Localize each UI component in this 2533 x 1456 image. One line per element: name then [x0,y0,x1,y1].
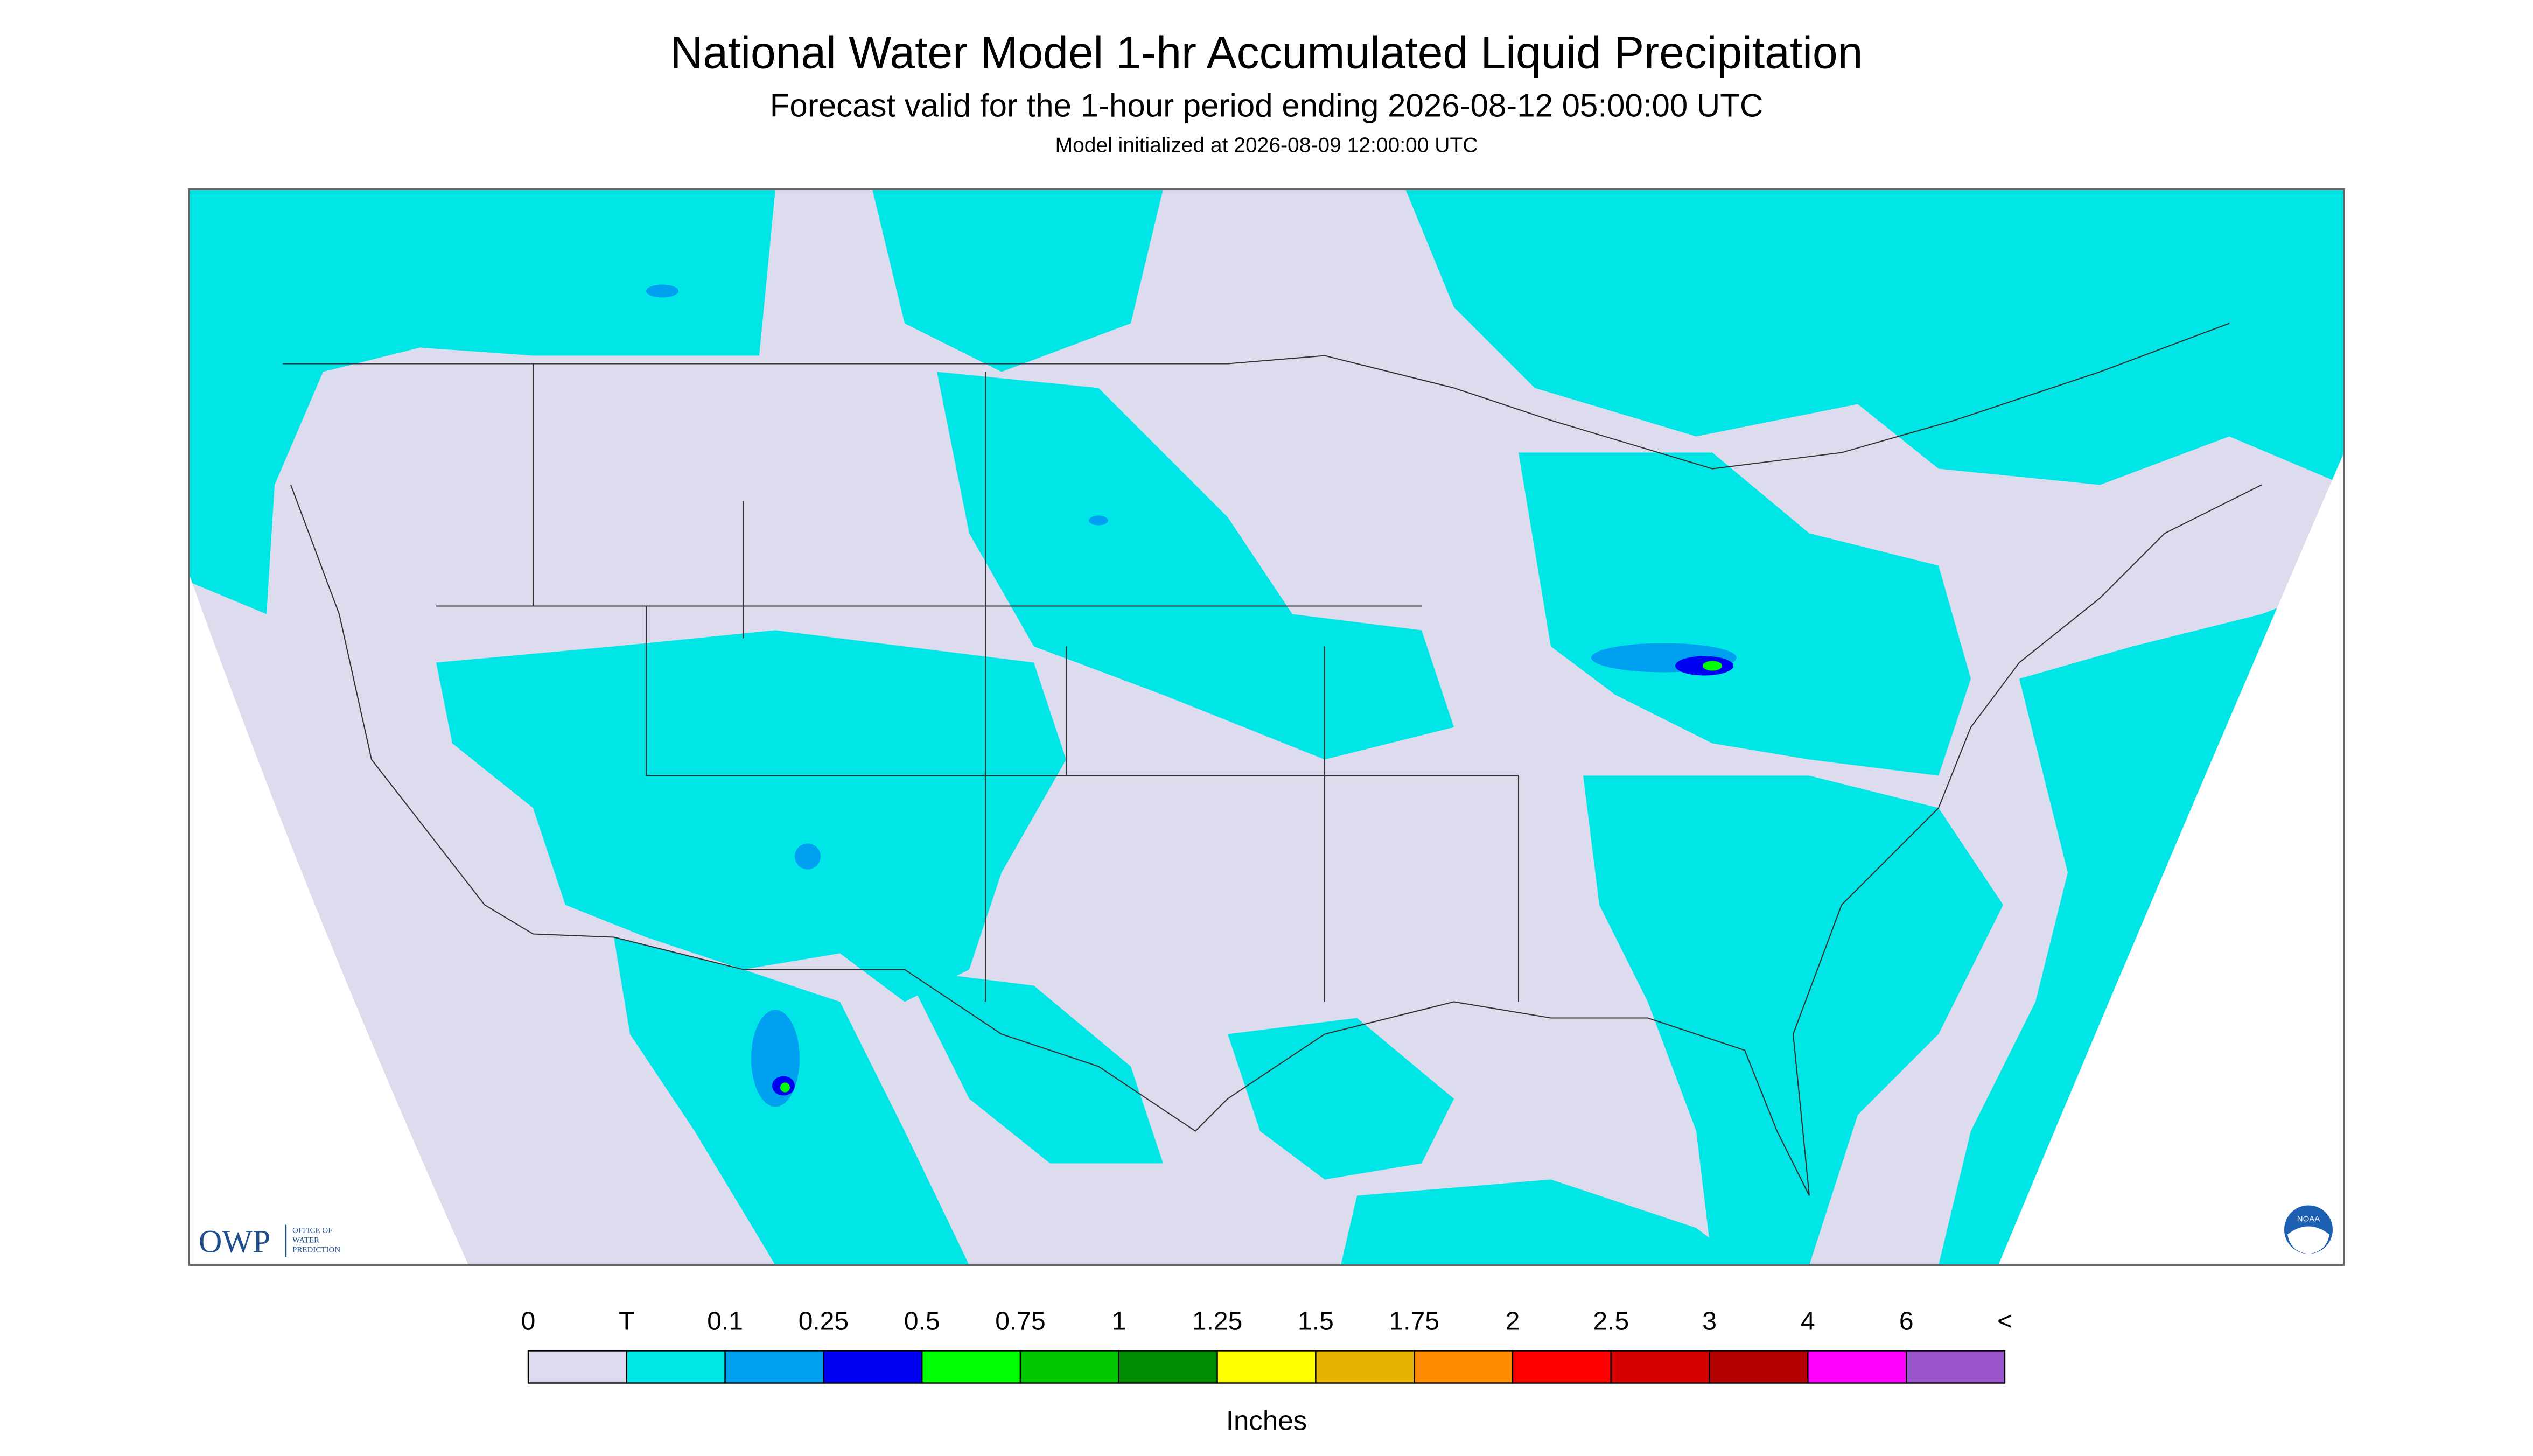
owp-name: WATER [292,1236,319,1245]
legend: 0 T 0.1 0.25 0.5 0.75 1 1.25 1.5 1.75 2 2.5 3 4 6 < [521,1307,2012,1384]
legend-label: < [1997,1307,2012,1336]
title: National Water Model 1-hr Accumulated Li… [670,27,1863,78]
legend-label: 0.1 [707,1307,743,1336]
legend-swatch [1414,1350,1514,1384]
legend-swatch [724,1350,824,1384]
boundaries [283,323,2262,1196]
legend-swatch [921,1350,1021,1384]
legend-swatch [1709,1350,1809,1384]
legend-label: 0.25 [799,1307,849,1336]
legend-swatch [1118,1350,1218,1384]
legend-label: 1.5 [1298,1307,1334,1336]
legend-swatch [1807,1350,1907,1384]
owp-name: PREDICTION [292,1246,340,1255]
legend-unit: Inches [1226,1405,1307,1436]
owp-name: OFFICE OF [292,1227,333,1235]
init-time: Model initialized at 2026-08-09 12:00:00… [1055,134,1478,157]
legend-swatch [1610,1350,1710,1384]
legend-label: 0 [521,1307,536,1336]
projection-edge-left [189,573,468,1265]
legend-swatch [626,1350,726,1384]
legend-label: 6 [1899,1307,1914,1336]
map: OWP OFFICE OF WATER PREDICTION NOAA [188,188,2345,1266]
legend-swatch [527,1350,628,1384]
legend-swatch [1019,1350,1120,1384]
legend-label: 1 [1111,1307,1126,1336]
legend-swatch [1216,1350,1317,1384]
legend-swatch [1512,1350,1612,1384]
heavier-areas [646,284,1737,1107]
legend-label: 1.75 [1389,1307,1439,1336]
legend-label: 0.5 [904,1307,940,1336]
legend-label: 3 [1702,1307,1717,1336]
legend-label: 0.75 [995,1307,1045,1336]
legend-label: 2.5 [1593,1307,1629,1336]
map-frame [188,188,2345,1266]
noaa-logo-text: NOAA [2297,1215,2320,1224]
legend-swatch [1315,1350,1415,1384]
legend-label: T [619,1307,634,1336]
legend-label: 1.25 [1192,1307,1242,1336]
subtitle: Forecast valid for the 1-hour period end… [770,88,1763,124]
legend-swatch [823,1350,923,1384]
owp-logo: OWP [199,1224,270,1259]
legend-label: 2 [1506,1307,1520,1336]
projection-edge-right [1998,452,2344,1265]
noaa-logo-wave [2287,1226,2329,1254]
legend-label: 4 [1801,1307,1815,1336]
legend-swatch [1905,1350,2006,1384]
